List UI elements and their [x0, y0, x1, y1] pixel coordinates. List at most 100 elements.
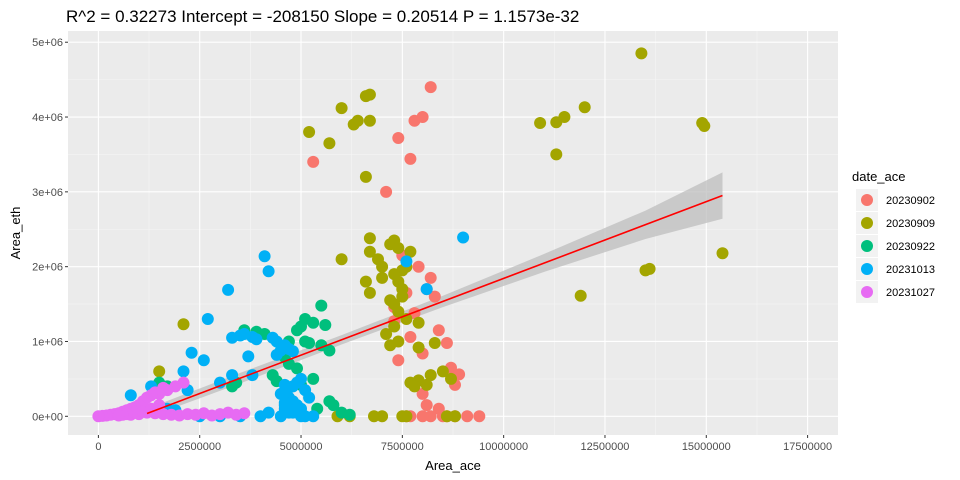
point-20230909 [635, 47, 648, 60]
point-20231013 [258, 250, 271, 263]
point-20230909 [153, 365, 166, 378]
point-20231013 [214, 376, 226, 389]
legend-title: date_ace [852, 169, 906, 184]
point-20230909 [424, 369, 437, 382]
point-20230909 [396, 290, 409, 303]
x-axis-label: Area_ace [425, 458, 481, 473]
legend-symbol-20230922 [861, 240, 873, 252]
point-20230909 [335, 102, 348, 115]
point-20230909 [534, 117, 547, 129]
point-20230922 [303, 337, 316, 349]
point-20230909 [359, 170, 372, 183]
point-20230922 [343, 408, 356, 421]
point-20231013 [457, 231, 470, 244]
point-20230902 [404, 152, 417, 165]
point-20230922 [226, 380, 239, 393]
point-20230902 [461, 410, 474, 423]
point-20230902 [420, 399, 433, 412]
point-20231013 [254, 410, 267, 423]
point-20230909 [380, 328, 393, 340]
point-20230909 [323, 137, 336, 150]
point-20231013 [226, 369, 239, 382]
regression-line-path [146, 194, 723, 415]
legend-label-20230902: 20230902 [886, 195, 935, 207]
data-points [92, 47, 729, 423]
point-20230909 [335, 253, 348, 266]
point-20230902 [416, 410, 429, 423]
point-20230909 [420, 378, 433, 391]
chart-title: R^2 = 0.32273 Intercept = -208150 Slope … [66, 7, 579, 26]
point-20230909 [363, 232, 376, 245]
point-20231013 [201, 313, 214, 325]
point-20231013 [307, 410, 320, 423]
x-tick-label: 2500000 [178, 441, 221, 453]
legend-symbol-20231027 [861, 286, 873, 298]
point-20230909 [376, 260, 389, 273]
point-20230922 [295, 320, 307, 333]
point-20230902 [404, 331, 417, 343]
y-tick-label: 4e+06 [32, 112, 63, 124]
point-20230909 [449, 410, 461, 423]
x-tick-label: 10000000 [479, 441, 528, 453]
point-20231013 [286, 345, 299, 358]
legend: date_ace 20230902 20230909 20230922 2023101… [852, 169, 935, 303]
legend-symbol-20230902 [861, 194, 873, 206]
y-tick-label: 5e+06 [32, 37, 63, 49]
point-20230909 [384, 339, 397, 352]
point-20230909 [177, 318, 190, 331]
point-20230909 [408, 380, 421, 393]
point-20230922 [291, 362, 303, 375]
point-20231013 [400, 255, 413, 268]
point-20231027 [238, 407, 251, 420]
point-20231013 [177, 365, 190, 378]
point-20230909 [363, 114, 376, 127]
point-20230909 [412, 341, 425, 354]
point-20230909 [388, 320, 401, 333]
point-20231013 [250, 333, 263, 346]
legend-symbol-20230909 [861, 217, 873, 229]
y-tick-label: 1e+06 [32, 336, 63, 348]
point-20230902 [424, 81, 437, 94]
legend-label-20230909: 20230909 [886, 218, 935, 230]
point-20230902 [412, 260, 425, 273]
x-axis-ticks: 0 2500000 5000000 7500000 10000000 12500000 15… [95, 435, 832, 453]
legend-symbol-20231013 [861, 263, 873, 275]
x-tick-label: 0 [95, 441, 101, 453]
point-20230902 [416, 111, 429, 123]
y-tick-label: 3e+06 [32, 187, 63, 199]
x-tick-label: 12500000 [580, 441, 629, 453]
legend-label-20231027: 20231027 [886, 287, 935, 299]
point-20231013 [197, 354, 210, 367]
point-20230909 [550, 116, 563, 129]
point-20230922 [307, 316, 320, 329]
point-20230909 [716, 247, 729, 260]
point-20230909 [412, 316, 425, 329]
point-20230909 [639, 264, 652, 277]
point-20230909 [400, 410, 413, 423]
point-20231013 [303, 391, 316, 404]
regression-line [146, 194, 723, 415]
y-axis-label: Area_eth [8, 207, 23, 260]
point-20230902 [432, 324, 445, 337]
point-20231013 [222, 283, 235, 296]
grid-lines [68, 31, 838, 435]
point-20230902 [416, 387, 429, 400]
point-20230909 [303, 126, 316, 138]
point-20230909 [359, 90, 372, 103]
point-20230909 [376, 271, 389, 284]
point-20231013 [234, 329, 247, 342]
y-axis-ticks: 0e+00 1e+06 2e+06 3e+06 4e+06 5e+06 [32, 37, 68, 423]
point-20230902 [380, 185, 393, 198]
point-20230909 [404, 245, 417, 258]
point-20231027 [92, 410, 105, 423]
point-20231013 [270, 348, 283, 361]
point-20230902 [392, 132, 405, 144]
point-20230909 [368, 410, 380, 423]
point-20230909 [698, 120, 711, 132]
point-20230902 [440, 337, 453, 349]
point-20230902 [428, 290, 441, 303]
x-tick-label: 15000000 [682, 441, 731, 453]
point-20230909 [445, 372, 457, 385]
point-20230909 [359, 275, 372, 288]
